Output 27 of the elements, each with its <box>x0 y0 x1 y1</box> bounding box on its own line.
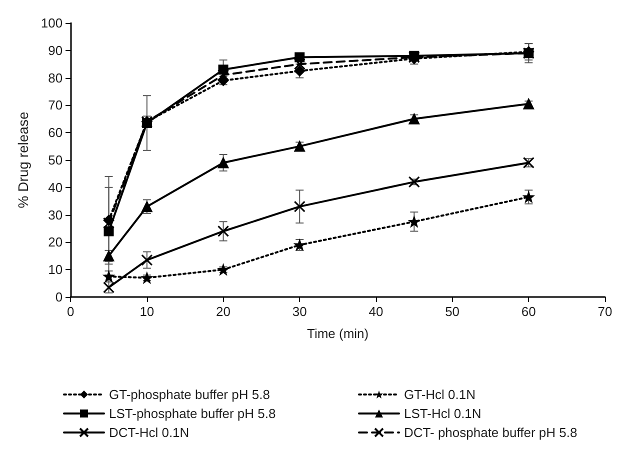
legend-label: LST-Hcl 0.1N <box>404 406 482 421</box>
x-tick-label: 30 <box>292 304 307 319</box>
legend-label: DCT- phosphate buffer pH 5.8 <box>404 425 578 440</box>
y-tick-label: 40 <box>48 180 63 195</box>
x-tick-label: 20 <box>216 304 231 319</box>
y-tick-label: 80 <box>48 70 63 86</box>
x-tick-label: 50 <box>445 304 460 319</box>
y-tick-label: 70 <box>48 98 63 113</box>
y-tick-label: 20 <box>48 234 63 250</box>
legend-label: LST-phosphate buffer pH 5.8 <box>109 406 276 421</box>
y-tick-label: 0 <box>55 290 63 304</box>
y-tick-label: 60 <box>48 125 63 140</box>
x-tick-label: 40 <box>368 304 384 319</box>
y-tick-label: 90 <box>48 42 63 58</box>
y-tick-label: 10 <box>48 262 63 278</box>
x-axis-title: Time (min) <box>306 326 369 341</box>
y-tick-label: 50 <box>48 152 63 168</box>
x-tick-label: 10 <box>140 304 154 319</box>
x-tick-label: 60 <box>521 304 536 319</box>
y-tick-label: 100 <box>40 16 63 30</box>
x-tick-label: 70 <box>598 304 612 319</box>
legend-label: GT-Hcl 0.1N <box>404 387 476 402</box>
legend-label: GT-phosphate buffer pH 5.8 <box>109 387 270 402</box>
legend-label: DCT-Hcl 0.1N <box>109 425 190 440</box>
y-tick-label: 30 <box>48 207 63 222</box>
y-axis-title: % Drug release <box>15 112 31 208</box>
x-tick-label: 0 <box>66 304 74 319</box>
